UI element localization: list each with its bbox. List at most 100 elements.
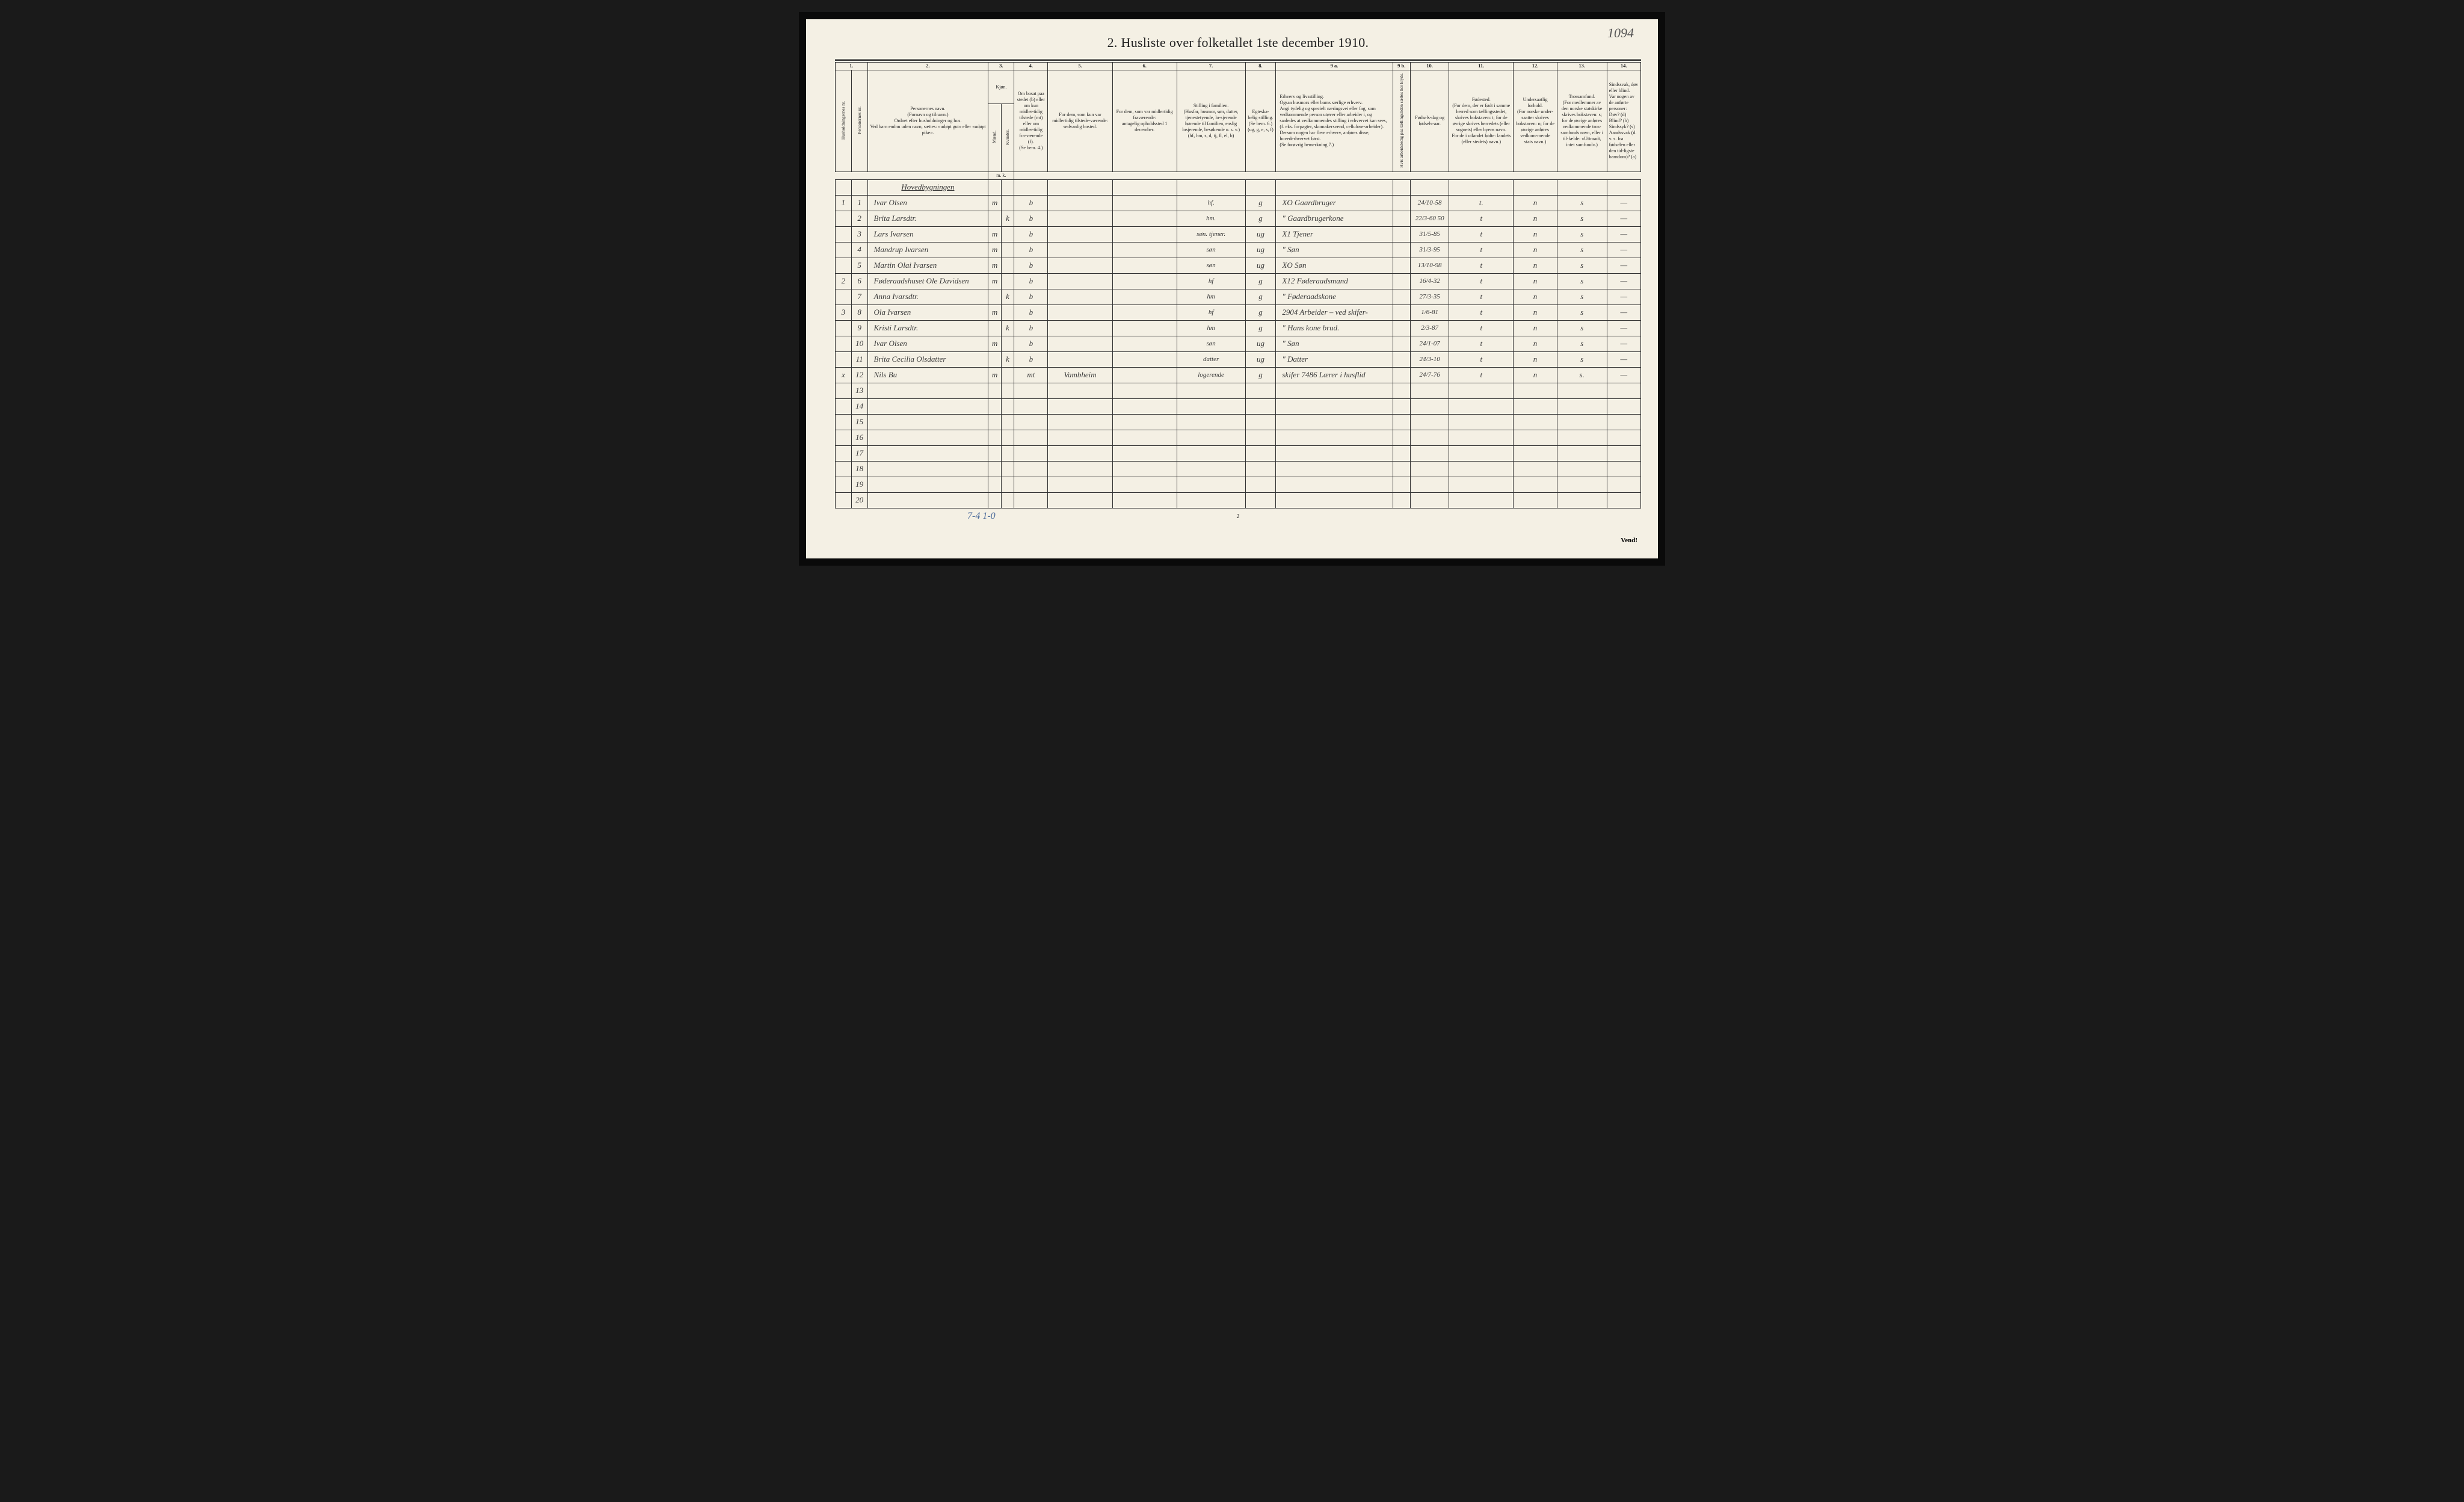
cell [1048, 304, 1112, 320]
cell [1001, 258, 1014, 273]
cell: " Hans kone brud. [1276, 320, 1393, 336]
colnum-6: 6. [1112, 63, 1177, 70]
cell: hf. [1177, 195, 1245, 211]
cell: Ivar Olsen [867, 336, 988, 351]
cell [1001, 367, 1014, 383]
cell: s [1557, 304, 1607, 320]
cell [1276, 383, 1393, 398]
cell [1410, 492, 1449, 508]
cell [1048, 398, 1112, 414]
cell [867, 414, 988, 430]
cell [836, 383, 852, 398]
cell [1393, 273, 1410, 289]
cell [1048, 179, 1112, 195]
cell: t [1449, 289, 1514, 304]
cell [1001, 398, 1014, 414]
cell [1177, 383, 1245, 398]
cell [1014, 461, 1048, 477]
cell: g [1245, 273, 1276, 289]
cell [1607, 430, 1640, 445]
cell: s [1557, 211, 1607, 226]
cell [1177, 461, 1245, 477]
cell [1393, 445, 1410, 461]
table-row: 5Martin Olai IvarsenmbsønugXO Søn13/10-9… [836, 258, 1641, 273]
cell: 10 [851, 336, 867, 351]
cell [1014, 383, 1048, 398]
cell: 6 [851, 273, 867, 289]
cell: søn [1177, 258, 1245, 273]
cell: søn. tjener. [1177, 226, 1245, 242]
cell [1449, 398, 1514, 414]
hdr-person-nr-text: Personernes nr. [857, 107, 862, 134]
cell: n [1514, 242, 1557, 258]
cell: g [1245, 289, 1276, 304]
cell: k [1001, 211, 1014, 226]
table-row-blank: 19 [836, 477, 1641, 492]
cell [988, 383, 1001, 398]
cell [836, 461, 852, 477]
cell: 22/3-60 50 [1410, 211, 1449, 226]
cell [1393, 226, 1410, 242]
cell: 8 [851, 304, 867, 320]
bottom-page-number: 2 [835, 513, 1641, 520]
cell [1177, 398, 1245, 414]
cell [1393, 414, 1410, 430]
cell [1393, 289, 1410, 304]
cell: t [1449, 320, 1514, 336]
cell [1410, 414, 1449, 430]
cell: Ivar Olsen [867, 195, 988, 211]
cell [1112, 414, 1177, 430]
cell [1048, 226, 1112, 242]
cell [1245, 383, 1276, 398]
cell: x [836, 367, 852, 383]
table-row: 10Ivar Olsenmbsønug" Søn24/1-07tns— [836, 336, 1641, 351]
cell: g [1245, 211, 1276, 226]
cell [1276, 414, 1393, 430]
cell [836, 398, 852, 414]
cell: b [1014, 226, 1048, 242]
cell [1014, 398, 1048, 414]
cell: 11 [851, 351, 867, 367]
cell [1112, 477, 1177, 492]
cell: " Gaardbrugerkone [1276, 211, 1393, 226]
cell: t [1449, 226, 1514, 242]
hdr-marital: Egteska-belig stilling. (Se bem. 6.) (ug… [1245, 70, 1276, 172]
colnum-3: 3. [988, 63, 1014, 70]
cell: Vambheim [1048, 367, 1112, 383]
cell: skifer 7486 Lærer i husflid [1276, 367, 1393, 383]
cell [1276, 492, 1393, 508]
spacer [1014, 172, 1641, 179]
cell [836, 179, 852, 195]
cell [1112, 258, 1177, 273]
cell [1410, 430, 1449, 445]
cell [1112, 320, 1177, 336]
cell [1177, 414, 1245, 430]
cell [1112, 492, 1177, 508]
cell [1449, 461, 1514, 477]
cell [1393, 367, 1410, 383]
hdr-hh-nr: Husholdningernes nr. [836, 70, 852, 172]
table-row: 26Føderaadshuset Ole DavidsenmbhfgX12 Fø… [836, 273, 1641, 289]
cell [1048, 461, 1112, 477]
cell: " Søn [1276, 336, 1393, 351]
cell: 27/3-35 [1410, 289, 1449, 304]
cell [1410, 461, 1449, 477]
cell [836, 336, 852, 351]
colnum-14: 14. [1607, 63, 1640, 70]
cell: s [1557, 258, 1607, 273]
cell [988, 492, 1001, 508]
cell [836, 289, 852, 304]
cell: 24/10-58 [1410, 195, 1449, 211]
cell [1048, 414, 1112, 430]
cell: g [1245, 367, 1276, 383]
cell: n [1514, 211, 1557, 226]
cell: 31/5-85 [1410, 226, 1449, 242]
cell: s. [1557, 367, 1607, 383]
cell [836, 211, 852, 226]
cell: — [1607, 289, 1640, 304]
cell [1001, 273, 1014, 289]
sex-abbrev-row: m. k. [836, 172, 1641, 179]
cell [1514, 477, 1557, 492]
cell [1607, 492, 1640, 508]
cell: n [1514, 320, 1557, 336]
